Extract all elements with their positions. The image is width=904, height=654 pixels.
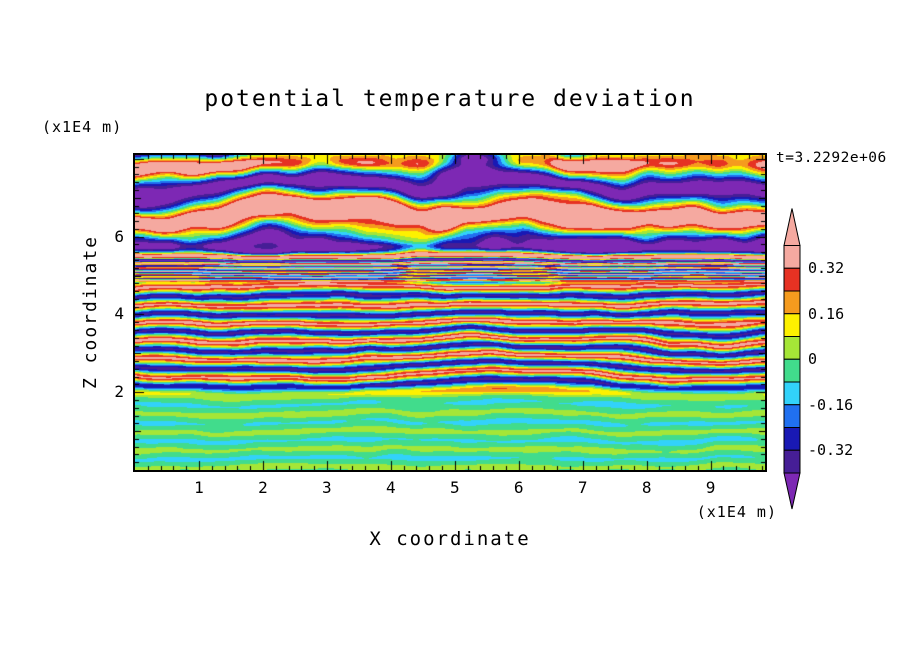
colorbar-band <box>783 313 801 337</box>
colorbar-tick-label: -0.16 <box>808 395 854 414</box>
colorbar-tick-label: -0.32 <box>808 441 854 460</box>
x-tick-label: 5 <box>449 478 460 497</box>
colorbar-over-arrow <box>783 208 801 246</box>
colorbar-tick-label: 0 <box>808 350 818 369</box>
colorbar-band <box>783 245 801 269</box>
x-tick-label: 2 <box>258 478 268 497</box>
y-tick-label: 6 <box>114 226 124 246</box>
x-tick-label: 4 <box>386 478 396 497</box>
x-tick-label: 8 <box>641 478 652 497</box>
colorbar-under-arrow <box>783 472 801 510</box>
plot-area <box>133 153 767 472</box>
colorbar-tick-label: 0.16 <box>808 304 845 323</box>
x-tick-label: 9 <box>705 478 716 497</box>
time-annotation: t=3.2292e+06 <box>776 150 887 166</box>
x-axis-unit-label: (x1E4 m) <box>696 503 777 521</box>
colorbar-band <box>783 336 801 360</box>
colorbar-tick-label: 0.32 <box>808 259 845 278</box>
chart-title: potential temperature deviation <box>204 86 696 112</box>
x-tick-label: 6 <box>513 478 524 497</box>
contour-field-canvas <box>135 155 765 470</box>
colorbar-band <box>783 427 801 451</box>
x-tick-label: 7 <box>577 478 588 497</box>
colorbar-band <box>783 267 801 292</box>
y-axis-unit-label: (x1E4 m) <box>42 118 123 136</box>
x-tick-label: 3 <box>322 478 332 497</box>
x-tick-label: 1 <box>194 478 204 497</box>
colorbar-band <box>783 381 801 406</box>
y-tick-label: 2 <box>114 382 124 402</box>
colorbar-band <box>783 358 801 383</box>
colorbar-band <box>783 404 801 428</box>
colorbar <box>783 208 801 510</box>
colorbar-band <box>783 449 801 474</box>
x-axis-title: X coordinate <box>369 528 531 550</box>
colorbar-band <box>783 290 801 315</box>
y-tick-label: 4 <box>114 304 124 324</box>
